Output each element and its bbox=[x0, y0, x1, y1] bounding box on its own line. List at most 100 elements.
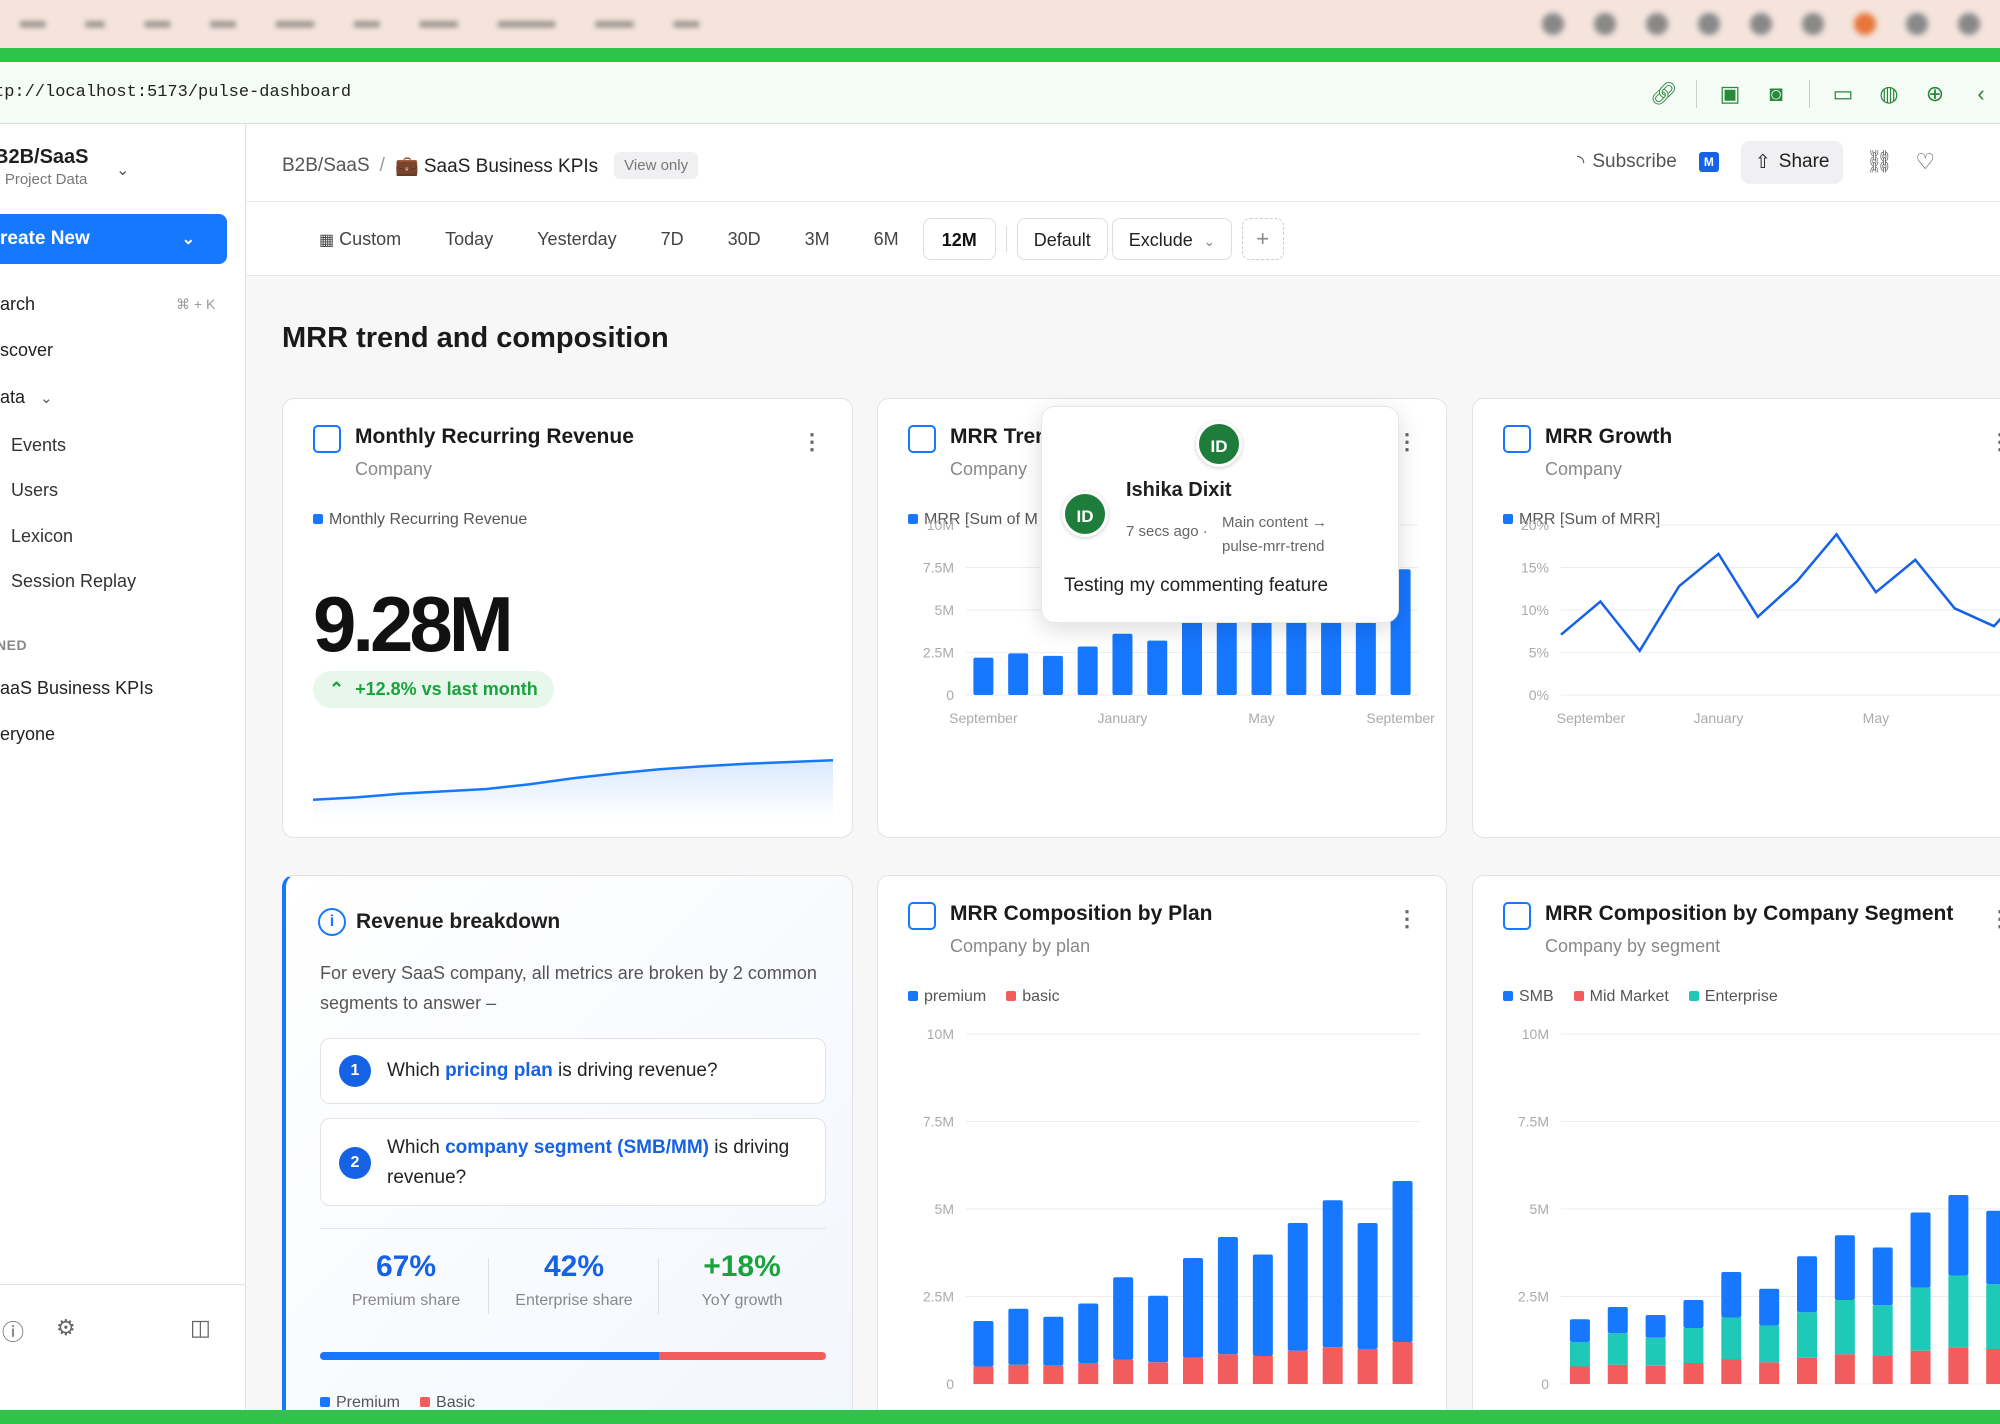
range-today[interactable]: Today bbox=[445, 229, 494, 249]
gear-icon[interactable]: ⚙ bbox=[56, 1315, 76, 1340]
range-7d[interactable]: 7D bbox=[660, 229, 684, 249]
range-yesterday[interactable]: Yesterday bbox=[537, 229, 617, 249]
y-tick-label: 10M bbox=[927, 517, 954, 533]
bar-segment bbox=[1569, 1366, 1590, 1384]
y-tick-label: 15% bbox=[1521, 560, 1549, 576]
sidebar-item-lexicon[interactable]: Lexicon bbox=[11, 526, 74, 546]
globe-icon[interactable]: ◍ bbox=[1879, 81, 1899, 106]
range-12m[interactable]: 12M bbox=[922, 218, 996, 260]
search-shortcut: ⌘ + K bbox=[176, 296, 216, 312]
bar-segment bbox=[1948, 1195, 1969, 1276]
card-title: Monthly Recurring Revenue bbox=[355, 425, 634, 448]
stat-premium-share: 67% Premium share bbox=[322, 1250, 490, 1310]
heart-icon[interactable]: ♡ bbox=[1915, 149, 1936, 174]
comment-popover[interactable]: ID ID Ishika Dixit 7 secs ago · Main con… bbox=[1041, 406, 1399, 623]
y-tick-label: 10% bbox=[1521, 602, 1549, 618]
sidebar-item-events[interactable]: Events bbox=[11, 435, 67, 455]
bar-segment bbox=[1043, 1365, 1064, 1384]
premium-fill bbox=[320, 1352, 660, 1360]
x-tick-label: January bbox=[1694, 710, 1744, 726]
mrr-by-plan-chart: 10M 7.5M 5M 2.5M 0 bbox=[878, 876, 1446, 1424]
project-switcher[interactable]: B2B/SaaS ll Project Data bbox=[0, 146, 89, 188]
chevron-down-icon[interactable]: ⌄ bbox=[116, 162, 130, 179]
bar bbox=[1182, 621, 1202, 695]
sidebar-toggle-icon[interactable]: ◫ bbox=[190, 1315, 211, 1340]
breadcrumb-board[interactable]: 💼 SaaS Business KPIs bbox=[394, 155, 599, 177]
range-30d[interactable]: 30D bbox=[727, 229, 761, 249]
sidebar-item-everyone[interactable]: eryone bbox=[0, 724, 56, 744]
bar-segment bbox=[1217, 1354, 1238, 1384]
legend-label: MRR [Sum of M bbox=[924, 511, 1038, 528]
more-vertical-icon[interactable]: ⋮ bbox=[1989, 906, 2000, 932]
sidebar-item-saas-kpis[interactable]: aaS Business KPIs bbox=[0, 678, 154, 698]
chevron-down-icon: ⌄ bbox=[181, 231, 195, 248]
bar-segment bbox=[1148, 1295, 1169, 1363]
link-icon[interactable]: ⛓︎ bbox=[1865, 149, 1894, 174]
exclude-filter-button[interactable]: Exclude ⌄ bbox=[1111, 218, 1232, 260]
bar bbox=[1147, 640, 1168, 695]
y-tick-label: 0 bbox=[1541, 1376, 1549, 1392]
y-tick-label: 20% bbox=[1521, 517, 1549, 533]
bar-segment bbox=[1721, 1272, 1742, 1318]
range-3m[interactable]: 3M bbox=[804, 229, 830, 249]
crosshair-icon[interactable]: ⊕ bbox=[1925, 81, 1945, 106]
comment-location[interactable]: Main content → pulse-mrr-trend bbox=[1222, 514, 1328, 555]
bar-segment bbox=[1113, 1277, 1134, 1360]
legend-label: MRR [Sum of MRR] bbox=[1519, 511, 1661, 528]
stat-enterprise-share: 42% Enterprise share bbox=[490, 1250, 658, 1310]
screenshot-icon[interactable]: ▣ bbox=[1719, 81, 1741, 106]
add-filter-button[interactable]: + bbox=[1241, 218, 1284, 260]
sidebar-item-search[interactable]: arch bbox=[0, 294, 36, 314]
comment-author-avatar: ID bbox=[1062, 491, 1108, 537]
bar-segment bbox=[1008, 1364, 1029, 1384]
bar-segment bbox=[1113, 1359, 1134, 1384]
more-vertical-icon[interactable]: ⋮ bbox=[801, 429, 823, 454]
sidebar-item-discover[interactable]: scover bbox=[0, 340, 54, 360]
custom-range-button[interactable]: ▦ Custom bbox=[299, 218, 421, 260]
subscribe-button[interactable]: ◝ Subscribe bbox=[1577, 151, 1677, 174]
more-vertical-icon[interactable]: ⋮ bbox=[1396, 429, 1418, 454]
more-vertical-icon[interactable]: ⋮ bbox=[1396, 906, 1418, 931]
bar-segment bbox=[1357, 1223, 1378, 1349]
sidebar-item-users[interactable]: Users bbox=[11, 480, 59, 500]
legend-label: Monthly Recurring Revenue bbox=[329, 511, 528, 528]
bar-segment bbox=[1721, 1317, 1742, 1360]
legend-label: Mid Market bbox=[1589, 988, 1669, 1005]
toolbar-divider bbox=[1809, 80, 1810, 108]
bar-segment bbox=[1910, 1287, 1931, 1351]
y-tick-label: 0% bbox=[1529, 687, 1549, 703]
camera-icon[interactable]: ◙ bbox=[1769, 81, 1783, 106]
bar-segment bbox=[1078, 1303, 1099, 1363]
help-icon[interactable]: ⓘ bbox=[2, 1320, 25, 1345]
chart-legend: MRR [Sum of M bbox=[908, 511, 1038, 529]
avatar[interactable]: ID bbox=[1196, 421, 1242, 467]
bar-segment bbox=[1948, 1275, 1969, 1348]
pinned-section-header: NED bbox=[0, 637, 28, 653]
integration-badge[interactable]: M bbox=[1698, 152, 1719, 172]
legend-label: Premium bbox=[336, 1394, 401, 1411]
bar-chart-icon bbox=[908, 902, 936, 930]
x-tick-label: May bbox=[1863, 710, 1889, 726]
x-tick-label: September bbox=[1557, 710, 1626, 726]
share-button[interactable]: ⇧ Share bbox=[1740, 140, 1844, 184]
breadcrumb-project[interactable]: B2B/SaaS bbox=[282, 154, 370, 176]
url-text[interactable]: tp://localhost:5173/pulse-dashboard bbox=[0, 83, 352, 102]
terminal-icon[interactable]: ▭ bbox=[1832, 81, 1854, 106]
calendar-icon: ▦ bbox=[319, 232, 335, 249]
sidebar-item-session-replay[interactable]: Session Replay bbox=[11, 571, 137, 591]
stat-label: YoY growth bbox=[701, 1292, 783, 1309]
create-new-button[interactable]: reate New ⌄ bbox=[0, 214, 227, 264]
legend-item: premium bbox=[908, 988, 986, 1006]
legend-label: Basic bbox=[436, 1394, 476, 1411]
question-item: 1 Which pricing plan is driving revenue? bbox=[320, 1038, 826, 1104]
chevron-down-icon: ⌄ bbox=[1203, 234, 1215, 249]
link-icon[interactable]: 🔗︎ bbox=[1650, 81, 1678, 106]
code-icon[interactable]: ‹ bbox=[1977, 81, 1985, 106]
sidebar-item-data[interactable]: ata ⌄ bbox=[0, 387, 53, 408]
more-vertical-icon[interactable]: ⋮ bbox=[1989, 429, 2000, 455]
y-tick-label: 7.5M bbox=[923, 560, 954, 576]
default-filter-button[interactable]: Default bbox=[1016, 218, 1108, 260]
range-6m[interactable]: 6M bbox=[873, 229, 899, 249]
bar-segment bbox=[1645, 1315, 1666, 1338]
bar-segment bbox=[1217, 1237, 1238, 1355]
